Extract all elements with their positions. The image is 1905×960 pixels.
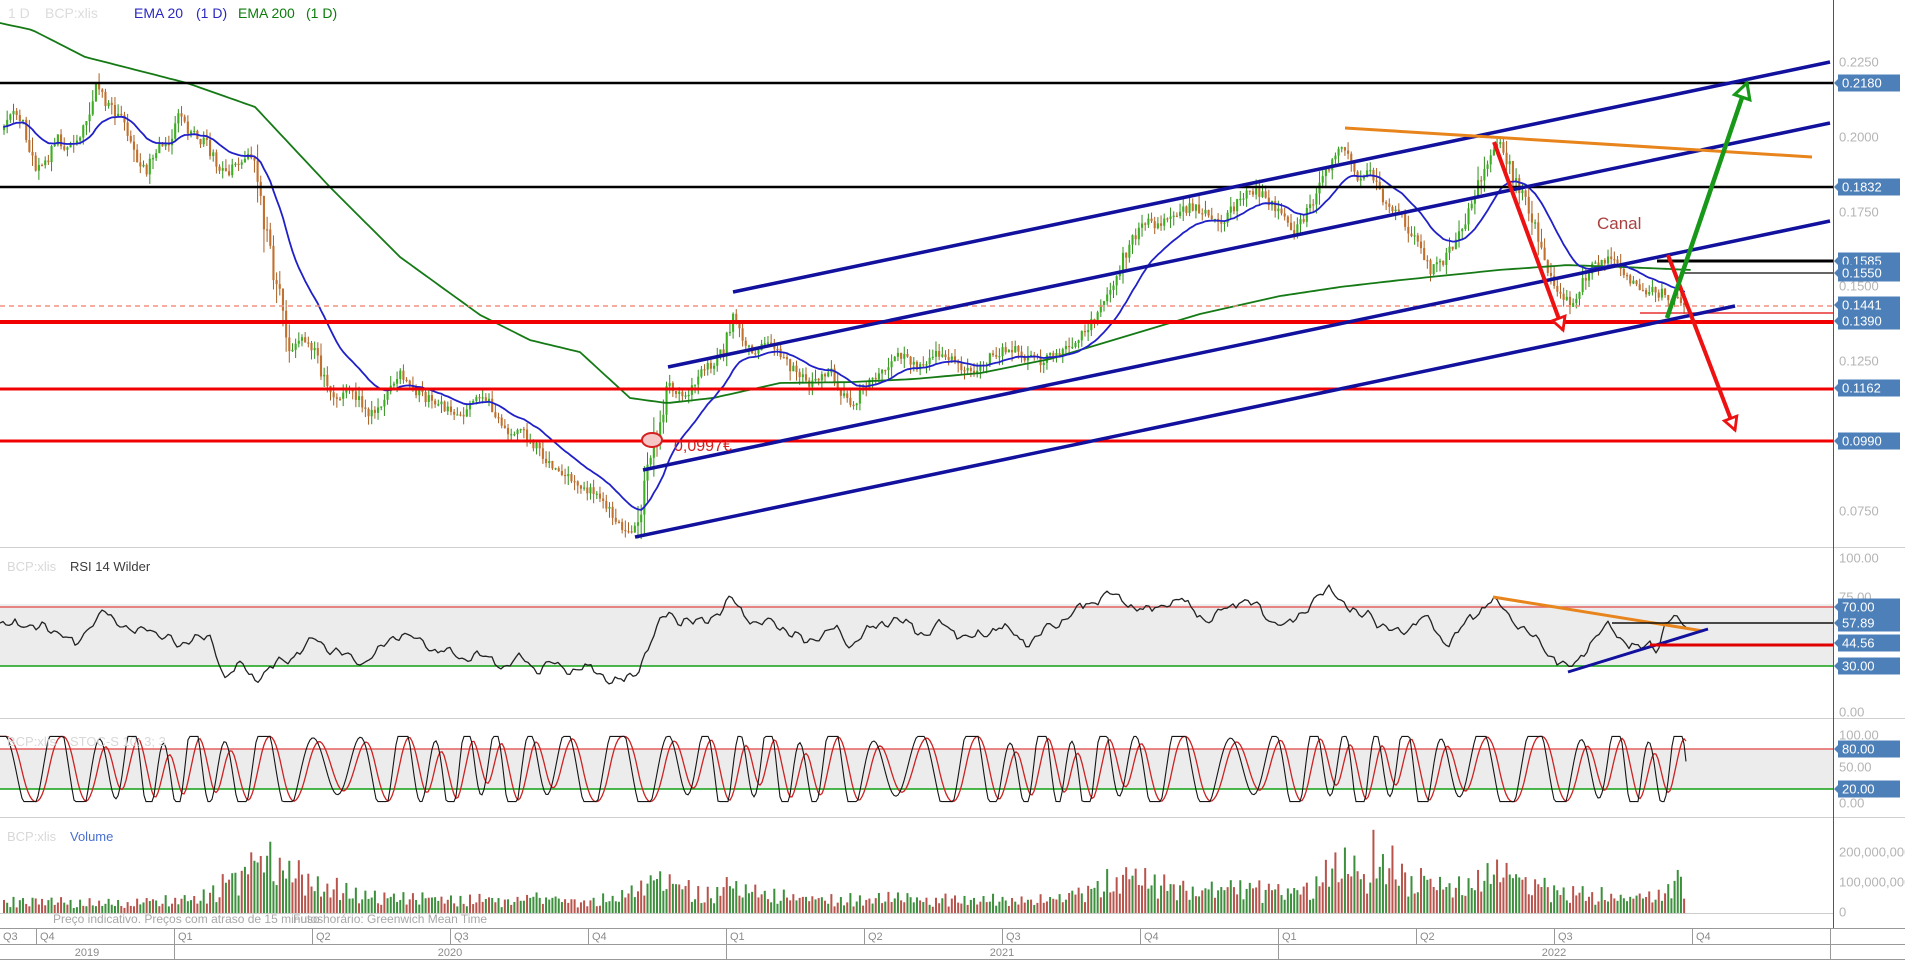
ema200-legend[interactable]: EMA 200 xyxy=(238,5,295,21)
svg-text:0.0990: 0.0990 xyxy=(1842,434,1882,449)
time-axis[interactable]: Q3 Q4 Q1 Q2 Q3 Q4 Q1 Q2 Q3 Q4 Q1 Q2 Q3 Q4 2019 2020 2021… xyxy=(0,928,1905,960)
svg-text:57.89: 57.89 xyxy=(1842,616,1875,631)
red-arrow-down-1 xyxy=(1492,141,1567,333)
quarter-label: Q1 xyxy=(730,931,745,943)
year-label: 2019 xyxy=(75,947,99,959)
price-annotation-lines xyxy=(0,60,1833,539)
svg-text:70.00: 70.00 xyxy=(1842,600,1875,615)
timezone-notice: Fuso horário: Greenwich Mean Time xyxy=(293,912,488,926)
svg-text:200,000,000: 200,000,000 xyxy=(1839,845,1905,860)
svg-text:0.1832: 0.1832 xyxy=(1842,180,1882,195)
symbol-watermark: BCP:xlis xyxy=(45,5,98,21)
rsi-symbol-watermark: BCP:xlis xyxy=(7,559,57,574)
ema200-period: (1 D) xyxy=(306,5,338,21)
svg-text:100,000,000: 100,000,000 xyxy=(1839,875,1905,890)
svg-text:30.00: 30.00 xyxy=(1842,659,1875,674)
stoch-level-badges: 80.00 20.00 xyxy=(1834,740,1900,798)
volume-bars xyxy=(0,829,1833,914)
rsi-indicator-label[interactable]: RSI 14 Wilder xyxy=(70,559,151,574)
svg-text:0.2000: 0.2000 xyxy=(1839,130,1879,145)
stochastic-lines xyxy=(0,735,1833,803)
svg-text:50.00: 50.00 xyxy=(1839,760,1872,775)
svg-text:0.1250: 0.1250 xyxy=(1839,354,1879,369)
svg-text:100.00: 100.00 xyxy=(1839,551,1879,566)
svg-text:0.1550: 0.1550 xyxy=(1842,266,1882,281)
ema20-period: (1 D) xyxy=(196,5,228,21)
quarter-label: Q4 xyxy=(592,931,607,943)
svg-text:0.00: 0.00 xyxy=(1839,796,1864,811)
quarter-label: Q2 xyxy=(868,931,883,943)
svg-text:0.1390: 0.1390 xyxy=(1842,314,1882,329)
svg-text:0.00: 0.00 xyxy=(1839,705,1864,720)
stoch-symbol-watermark: BCP:xlis xyxy=(7,734,57,749)
svg-text:80.00: 80.00 xyxy=(1842,742,1875,757)
svg-text:100.00: 100.00 xyxy=(1839,728,1879,743)
price-level-badges: 0.21800.18320.15850.15500.14410.13900.11… xyxy=(1834,74,1900,450)
quarter-label: Q2 xyxy=(316,931,331,943)
svg-text:0.2250: 0.2250 xyxy=(1839,55,1879,70)
year-label: 2021 xyxy=(990,947,1014,959)
svg-text:0.1750: 0.1750 xyxy=(1839,205,1879,220)
year-label: 2022 xyxy=(1542,947,1566,959)
svg-text:0.1500: 0.1500 xyxy=(1839,279,1879,294)
timeframe-label[interactable]: 1 D xyxy=(8,5,30,21)
green-arrow-up xyxy=(1664,79,1752,319)
stoch-axis-ticks: 100.00 50.00 0.00 xyxy=(1839,728,1879,811)
quarter-label: Q3 xyxy=(1558,931,1573,943)
svg-text:0: 0 xyxy=(1839,905,1846,920)
volume-axis-ticks: 200,000,000 100,000,000 0 xyxy=(1839,845,1905,920)
svg-text:0.1162: 0.1162 xyxy=(1842,381,1881,396)
panel-separators xyxy=(0,547,1905,818)
year-label: 2020 xyxy=(438,947,462,959)
quarter-label: Q4 xyxy=(1696,931,1711,943)
svg-text:0.0750: 0.0750 xyxy=(1839,504,1879,519)
quarter-label: Q2 xyxy=(1420,931,1435,943)
trend-arrows xyxy=(1492,79,1752,433)
volume-indicator-label[interactable]: Volume xyxy=(70,829,114,844)
svg-text:44.56: 44.56 xyxy=(1842,636,1875,651)
ema200-line xyxy=(0,22,1691,404)
delayed-price-notice: Preço indicativo. Preços com atraso de 1… xyxy=(53,912,324,926)
canal-label: Canal xyxy=(1597,214,1641,233)
stoch-indicator-label[interactable]: STOC-S 10; 3; 3 xyxy=(70,734,166,749)
ema20-line xyxy=(3,115,1685,511)
quarter-label: Q3 xyxy=(454,931,469,943)
svg-text:20.00: 20.00 xyxy=(1842,782,1875,797)
svg-text:0.2180: 0.2180 xyxy=(1842,76,1882,91)
rsi-line xyxy=(0,584,1833,685)
rsi-annotation-lines xyxy=(1492,595,1833,674)
volume-symbol-watermark: BCP:xlis xyxy=(7,829,57,844)
quarter-label: Q4 xyxy=(40,931,55,943)
quarter-label: Q1 xyxy=(1282,931,1297,943)
quarter-label: Q4 xyxy=(1144,931,1159,943)
quarter-label: Q1 xyxy=(178,931,193,943)
ema20-legend[interactable]: EMA 20 xyxy=(134,5,184,21)
gap-price-label: 0,0997€ xyxy=(674,438,732,455)
quarter-label: Q3 xyxy=(3,931,18,943)
quarter-label: Q3 xyxy=(1006,931,1021,943)
annotation-texts: Canal 0,0997€ xyxy=(641,214,1641,455)
svg-text:0.1441: 0.1441 xyxy=(1842,298,1882,313)
price-axis-ticks: 0.2250 0.2000 0.1750 0.1500 0.1250 0.0750 xyxy=(1839,55,1879,519)
